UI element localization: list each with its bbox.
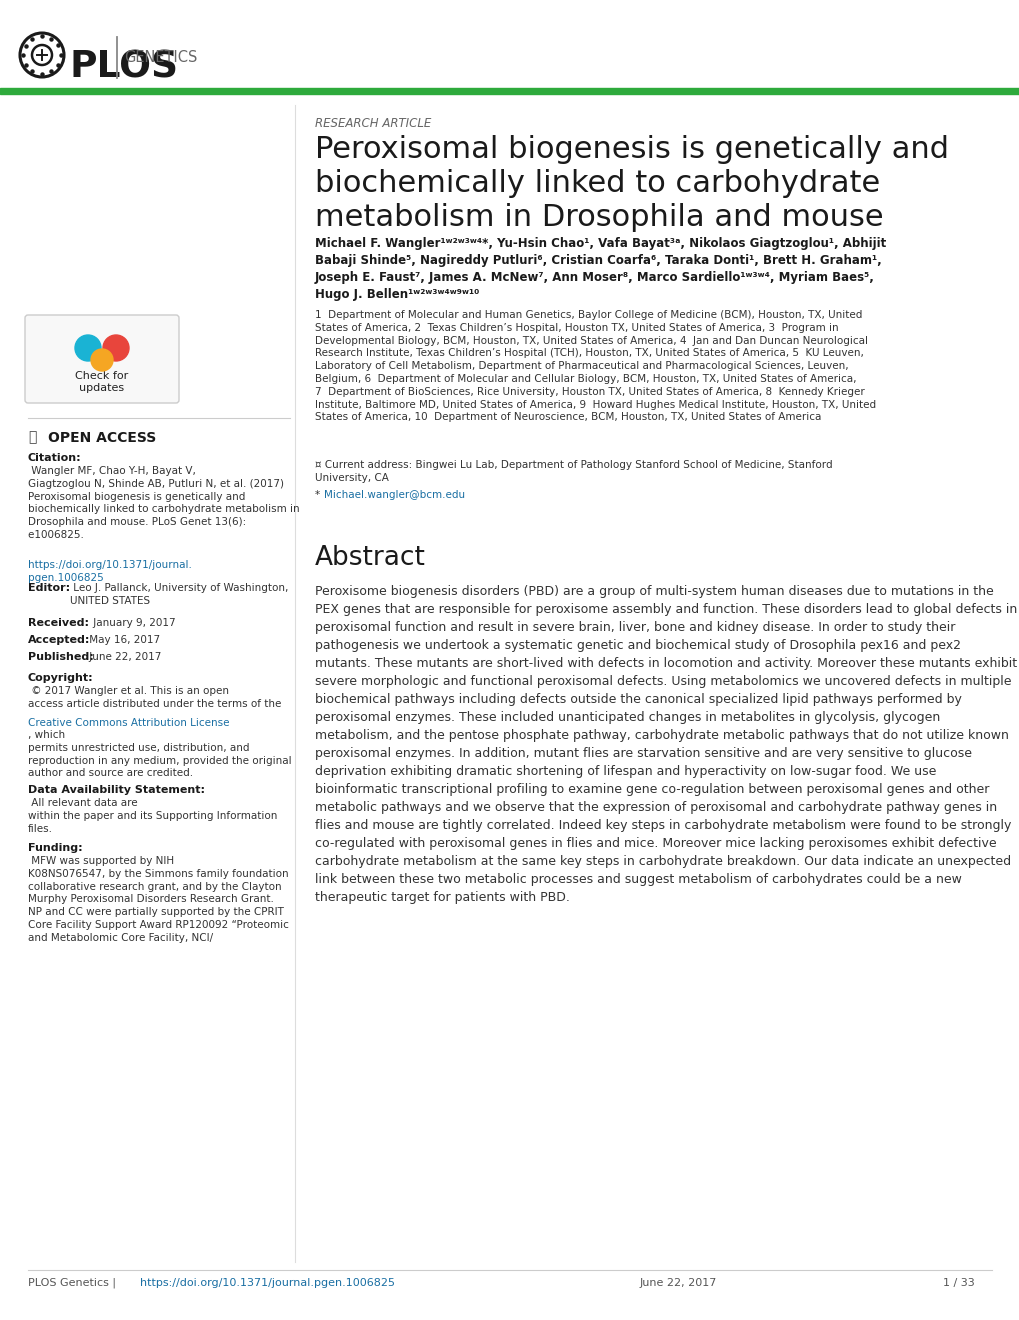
Text: © 2017 Wangler et al. This is an open
access article distributed under the terms: © 2017 Wangler et al. This is an open ac… <box>28 686 281 722</box>
Text: 🔓: 🔓 <box>28 430 37 444</box>
Text: Michael F. Wangler¹ʷ²ʷ³ʷ⁴*, Yu-Hsin Chao¹, Vafa Bayat³ᵃ, Nikolaos Giagtzoglou¹, : Michael F. Wangler¹ʷ²ʷ³ʷ⁴*, Yu-Hsin Chao… <box>315 238 886 301</box>
Text: Check for: Check for <box>75 371 128 381</box>
Text: June 22, 2017: June 22, 2017 <box>639 1278 716 1288</box>
Text: Peroxisomal biogenesis is genetically and
biochemically linked to carbohydrate
m: Peroxisomal biogenesis is genetically an… <box>315 135 948 232</box>
FancyBboxPatch shape <box>25 315 178 403</box>
Text: January 9, 2017: January 9, 2017 <box>90 618 175 628</box>
Circle shape <box>75 335 101 360</box>
Text: https://doi.org/10.1371/journal.
pgen.1006825: https://doi.org/10.1371/journal. pgen.10… <box>28 560 192 583</box>
Text: RESEARCH ARTICLE: RESEARCH ARTICLE <box>315 117 431 129</box>
Bar <box>0 88 1019 94</box>
Text: , which
permits unrestricted use, distribution, and
reproduction in any medium, : , which permits unrestricted use, distri… <box>28 730 291 779</box>
Text: June 22, 2017: June 22, 2017 <box>86 652 161 663</box>
Text: Michael.wangler@bcm.edu: Michael.wangler@bcm.edu <box>324 490 465 500</box>
Text: https://doi.org/10.1371/journal.pgen.1006825: https://doi.org/10.1371/journal.pgen.100… <box>140 1278 394 1288</box>
Text: Funding:: Funding: <box>28 843 83 853</box>
Text: ¤ Current address: Bingwei Lu Lab, Department of Pathology Stanford School of Me: ¤ Current address: Bingwei Lu Lab, Depar… <box>315 459 832 483</box>
Text: Leo J. Pallanck, University of Washington,
UNITED STATES: Leo J. Pallanck, University of Washingto… <box>70 583 288 606</box>
Text: *: * <box>315 490 323 500</box>
Text: updates: updates <box>79 383 124 393</box>
Text: PLOS Genetics |: PLOS Genetics | <box>28 1278 119 1288</box>
Text: Data Availability Statement:: Data Availability Statement: <box>28 785 205 795</box>
Text: GENETICS: GENETICS <box>124 49 198 65</box>
Text: Creative Commons Attribution License: Creative Commons Attribution License <box>28 718 229 729</box>
Text: 1 / 33: 1 / 33 <box>943 1278 974 1288</box>
Text: MFW was supported by NIH
K08NS076547, by the Simmons family foundation
collabora: MFW was supported by NIH K08NS076547, by… <box>28 855 288 942</box>
Text: All relevant data are
within the paper and its Supporting Information
files.: All relevant data are within the paper a… <box>28 799 277 834</box>
Text: Accepted:: Accepted: <box>28 635 91 645</box>
Text: Copyright:: Copyright: <box>28 673 94 682</box>
Text: Published:: Published: <box>28 652 94 663</box>
Circle shape <box>103 335 128 360</box>
Text: Peroxisome biogenesis disorders (PBD) are a group of multi-system human diseases: Peroxisome biogenesis disorders (PBD) ar… <box>315 585 1016 904</box>
Circle shape <box>91 348 113 371</box>
Text: Editor:: Editor: <box>28 583 70 593</box>
Text: Citation:: Citation: <box>28 453 82 463</box>
Text: OPEN ACCESS: OPEN ACCESS <box>48 432 156 445</box>
Text: 1  Department of Molecular and Human Genetics, Baylor College of Medicine (BCM),: 1 Department of Molecular and Human Gene… <box>315 310 875 422</box>
Text: Wangler MF, Chao Y-H, Bayat V,
Giagtzoglou N, Shinde AB, Putluri N, et al. (2017: Wangler MF, Chao Y-H, Bayat V, Giagtzogl… <box>28 466 300 540</box>
Text: Received:: Received: <box>28 618 89 628</box>
Text: Abstract: Abstract <box>315 545 426 572</box>
Text: May 16, 2017: May 16, 2017 <box>86 635 160 645</box>
Text: PLOS: PLOS <box>70 50 179 86</box>
